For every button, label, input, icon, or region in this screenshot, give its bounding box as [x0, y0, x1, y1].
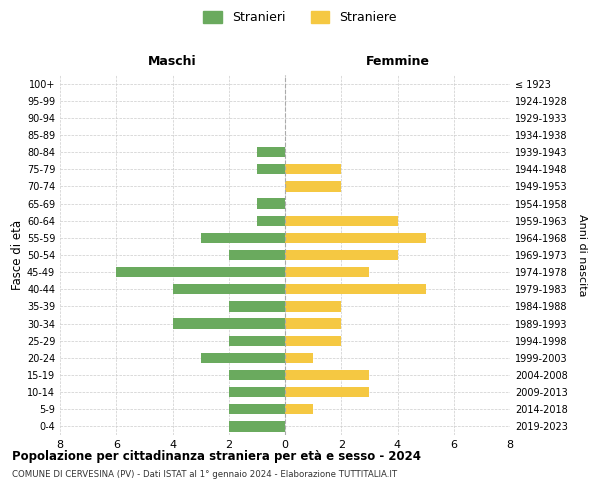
- Bar: [285, 216, 398, 226]
- Bar: [285, 250, 398, 260]
- Bar: [285, 164, 341, 174]
- Y-axis label: Anni di nascita: Anni di nascita: [577, 214, 587, 296]
- Bar: [257, 147, 285, 158]
- Bar: [200, 232, 285, 243]
- Bar: [285, 302, 341, 312]
- Text: Popolazione per cittadinanza straniera per età e sesso - 2024: Popolazione per cittadinanza straniera p…: [12, 450, 421, 463]
- Bar: [257, 198, 285, 208]
- Bar: [285, 336, 341, 346]
- Bar: [229, 250, 285, 260]
- Bar: [285, 370, 370, 380]
- Legend: Stranieri, Straniere: Stranieri, Straniere: [203, 11, 397, 24]
- Text: COMUNE DI CERVESINA (PV) - Dati ISTAT al 1° gennaio 2024 - Elaborazione TUTTITAL: COMUNE DI CERVESINA (PV) - Dati ISTAT al…: [12, 470, 397, 479]
- Bar: [229, 336, 285, 346]
- Bar: [285, 284, 425, 294]
- Bar: [229, 302, 285, 312]
- Bar: [257, 216, 285, 226]
- Bar: [285, 387, 370, 398]
- Bar: [229, 387, 285, 398]
- Text: Maschi: Maschi: [148, 55, 197, 68]
- Bar: [285, 232, 425, 243]
- Bar: [285, 352, 313, 363]
- Bar: [285, 267, 370, 278]
- Bar: [173, 284, 285, 294]
- Bar: [200, 352, 285, 363]
- Bar: [285, 318, 341, 328]
- Bar: [257, 164, 285, 174]
- Bar: [285, 404, 313, 414]
- Bar: [285, 182, 341, 192]
- Y-axis label: Fasce di età: Fasce di età: [11, 220, 24, 290]
- Text: Femmine: Femmine: [365, 55, 430, 68]
- Bar: [229, 370, 285, 380]
- Bar: [116, 267, 285, 278]
- Bar: [173, 318, 285, 328]
- Bar: [229, 404, 285, 414]
- Bar: [229, 422, 285, 432]
